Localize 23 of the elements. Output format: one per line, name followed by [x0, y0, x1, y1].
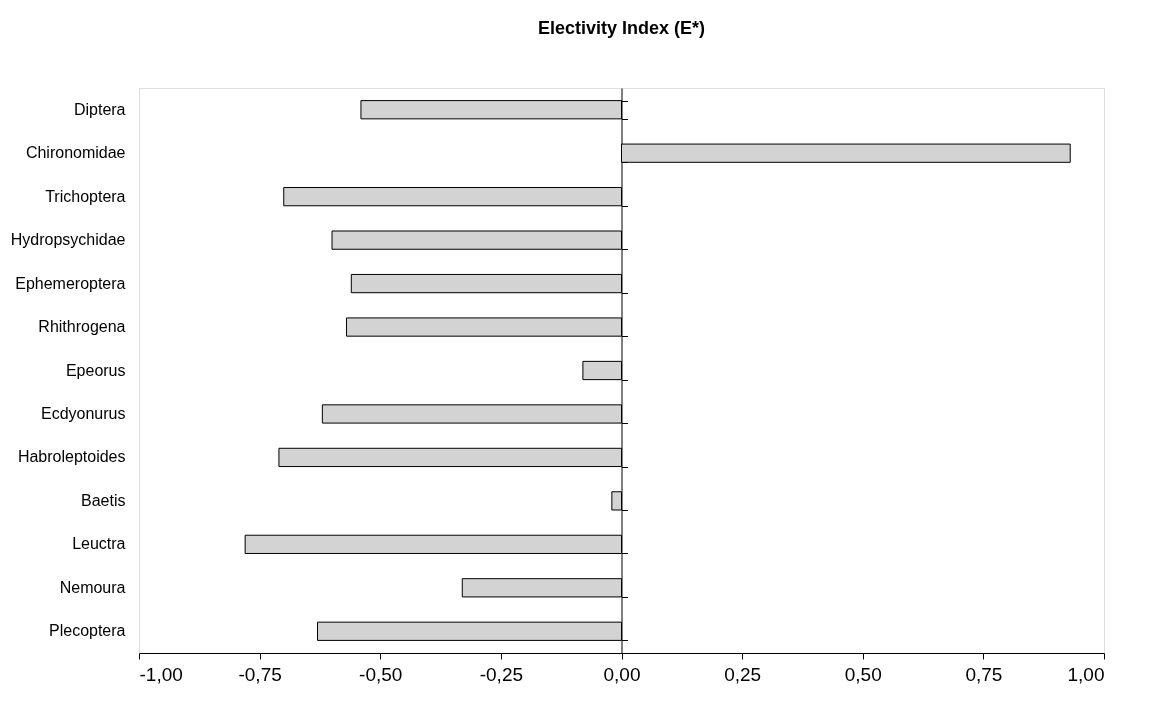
x-tick-label: 0,75	[965, 663, 1003, 685]
y-tick-label: Baetis	[81, 491, 126, 509]
chart-title: Electivity Index (E*)	[537, 18, 706, 38]
y-tick-label: Hydropsychidae	[10, 231, 126, 249]
x-tick-label: -0,25	[479, 663, 524, 685]
x-tick-label: 0,00	[603, 663, 641, 685]
y-tick-label: Plecoptera	[49, 622, 126, 640]
y-tick-label: Chironomidae	[25, 144, 126, 162]
x-tick-label: -0,50	[359, 663, 403, 685]
x-tick-label: 0,25	[724, 663, 762, 685]
y-tick-label: Epeorus	[65, 361, 126, 379]
y-tick-label: Habroleptoides	[17, 448, 126, 466]
y-tick-label: Rhithrogena	[38, 318, 126, 336]
y-tick-label: Diptera	[73, 100, 126, 118]
x-tick-label: -0,75	[238, 663, 282, 685]
y-tick-label: Nemoura	[59, 578, 126, 596]
x-tick-label: 0,50	[844, 663, 882, 685]
y-tick-label: Ephemeroptera	[15, 274, 126, 292]
y-tick-label: Leuctra	[72, 535, 126, 553]
x-tick-label: 1,00	[1067, 663, 1105, 685]
x-tick-label: -1,00	[139, 663, 183, 685]
y-tick-label: Trichoptera	[45, 187, 126, 205]
y-tick-label: Ecdyonurus	[41, 404, 126, 422]
